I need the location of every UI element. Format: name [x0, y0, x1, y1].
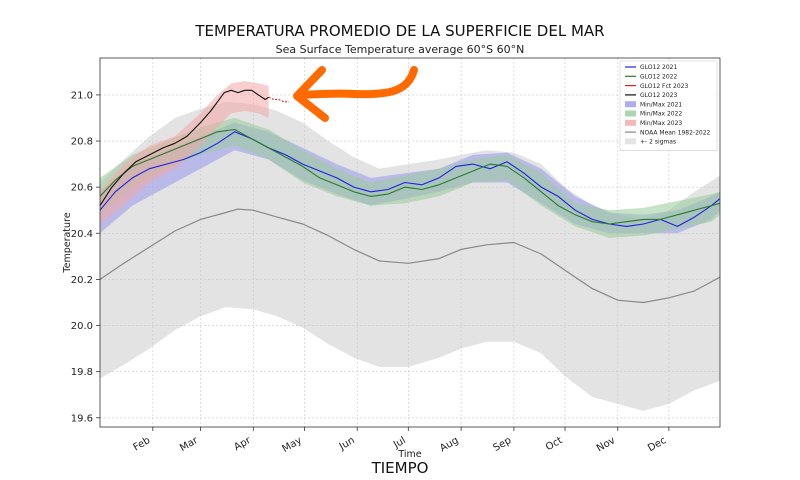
- legend-label: Min/Max 2021: [640, 101, 682, 108]
- series-layer: [99, 89, 721, 304]
- sigma-band: [100, 101, 720, 411]
- series-noaa-mean-1982-2022: [99, 208, 721, 304]
- plot-frame: [99, 57, 721, 428]
- arrow-shaft: [298, 66, 418, 99]
- y-tick-label: 20.4: [71, 229, 93, 240]
- x-tick-label: Apr: [232, 435, 253, 454]
- legend-box: [619, 60, 718, 151]
- y-tick-label: 20.6: [71, 183, 93, 194]
- legend-label: GLO12 2021: [640, 64, 677, 71]
- legend-swatch: [625, 119, 636, 126]
- legend: GLO12 2021 GLO12 2022 GLO12 Fct 2023 GLO12 …: [619, 60, 718, 151]
- legend-label: GLO12 Fct 2023: [640, 83, 689, 90]
- legend-swatch: [625, 101, 636, 108]
- x-tick-label: May: [280, 435, 303, 455]
- legend-label: GLO12 2022: [640, 74, 677, 81]
- x-tick-label: Jun: [337, 435, 357, 453]
- y-tick-label: 20.8: [71, 137, 93, 148]
- legend-swatch: [625, 110, 636, 117]
- legend-label: Min/Max 2023: [640, 120, 682, 127]
- legend-label: +- 2 sigmas: [640, 139, 676, 146]
- x-caption: TIEMPO: [371, 459, 429, 477]
- legend-label: Min/Max 2022: [640, 111, 682, 118]
- band-min-max-2023: [100, 81, 269, 224]
- x-tick-label: Aug: [438, 435, 460, 454]
- sigma-band-layer: [100, 101, 720, 411]
- series-glo12-2021: [99, 131, 721, 227]
- y-axis-label: Temperature: [62, 212, 73, 273]
- x-tick-label: Nov: [595, 435, 617, 454]
- x-tick-label: Feb: [131, 435, 152, 453]
- x-axis-label: Time: [397, 449, 421, 460]
- x-tick-label: Sep: [492, 435, 514, 454]
- y-tick-label: 21.0: [71, 90, 93, 101]
- x-tick-label: Dec: [646, 435, 668, 454]
- y-tick-label: 20.2: [71, 275, 93, 286]
- series-glo12-2023: [99, 89, 269, 206]
- curved-arrow-icon: [293, 66, 418, 122]
- arrow-head: [293, 66, 329, 122]
- x-tick-label: Oct: [544, 435, 565, 453]
- band-min-max-2022: [100, 118, 720, 238]
- minmax-band-layer: [100, 81, 720, 238]
- page-title: TEMPERATURA PROMEDIO DE LA SUPERFICIE DE…: [195, 22, 605, 40]
- y-tick-label: 20.0: [71, 321, 93, 332]
- legend-swatch: [625, 138, 636, 145]
- y-tick-label: 19.8: [71, 367, 93, 378]
- series-glo12-2022: [99, 128, 721, 225]
- y-tick-label: 19.6: [71, 413, 93, 424]
- series-glo12-fct-2023: [268, 96, 290, 103]
- legend-label: GLO12 2023: [640, 92, 677, 99]
- legend-label: NOAA Mean 1982-2022: [640, 129, 711, 136]
- page-subtitle: Sea Surface Temperature average 60°S 60°…: [275, 43, 525, 56]
- x-tick-label: Mar: [178, 435, 201, 454]
